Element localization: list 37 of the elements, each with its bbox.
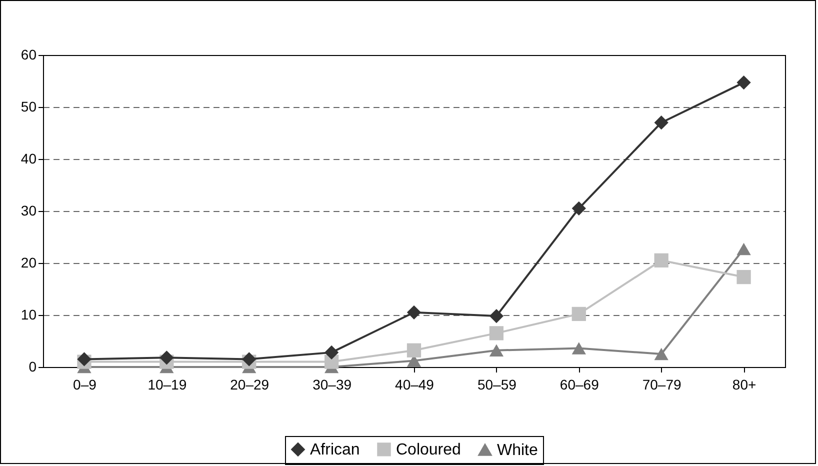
point	[160, 350, 174, 365]
y-tick-label: 0	[28, 358, 37, 374]
x-tick-label: 0–9	[73, 376, 97, 392]
point	[77, 352, 92, 366]
point	[654, 253, 668, 268]
y-tick-label: 20	[20, 254, 37, 270]
point	[406, 343, 422, 358]
x-tick-label: 20–29	[230, 376, 270, 392]
point	[572, 342, 586, 354]
point	[572, 306, 586, 322]
point	[242, 352, 256, 366]
point	[736, 242, 751, 256]
x-tick-label: 80+	[732, 376, 756, 392]
point	[654, 116, 668, 130]
point	[324, 345, 339, 360]
x-tick-label: 60–69	[560, 376, 600, 392]
legend-label: Coloured	[396, 441, 461, 458]
point	[489, 308, 504, 324]
legend-label: African	[310, 441, 360, 458]
y-tick-label: 40	[20, 150, 37, 166]
x-tick-label: 70–79	[642, 376, 682, 392]
point	[736, 270, 751, 284]
y-tick-label: 30	[20, 202, 37, 218]
point	[736, 75, 751, 90]
y-tick-label: 50	[20, 98, 37, 114]
point	[406, 305, 422, 320]
x-tick-label: 50–59	[477, 376, 517, 392]
y-tick-label: 10	[20, 306, 37, 322]
legend-label: White	[497, 442, 538, 459]
point	[654, 348, 668, 360]
x-tick-label: 10–19	[148, 376, 187, 392]
point	[489, 344, 504, 356]
point	[572, 201, 586, 216]
x-tick-label: 30–39	[312, 376, 352, 392]
y-tick-label: 60	[20, 46, 37, 62]
x-tick-label: 40–49	[395, 376, 434, 392]
point	[489, 326, 504, 340]
